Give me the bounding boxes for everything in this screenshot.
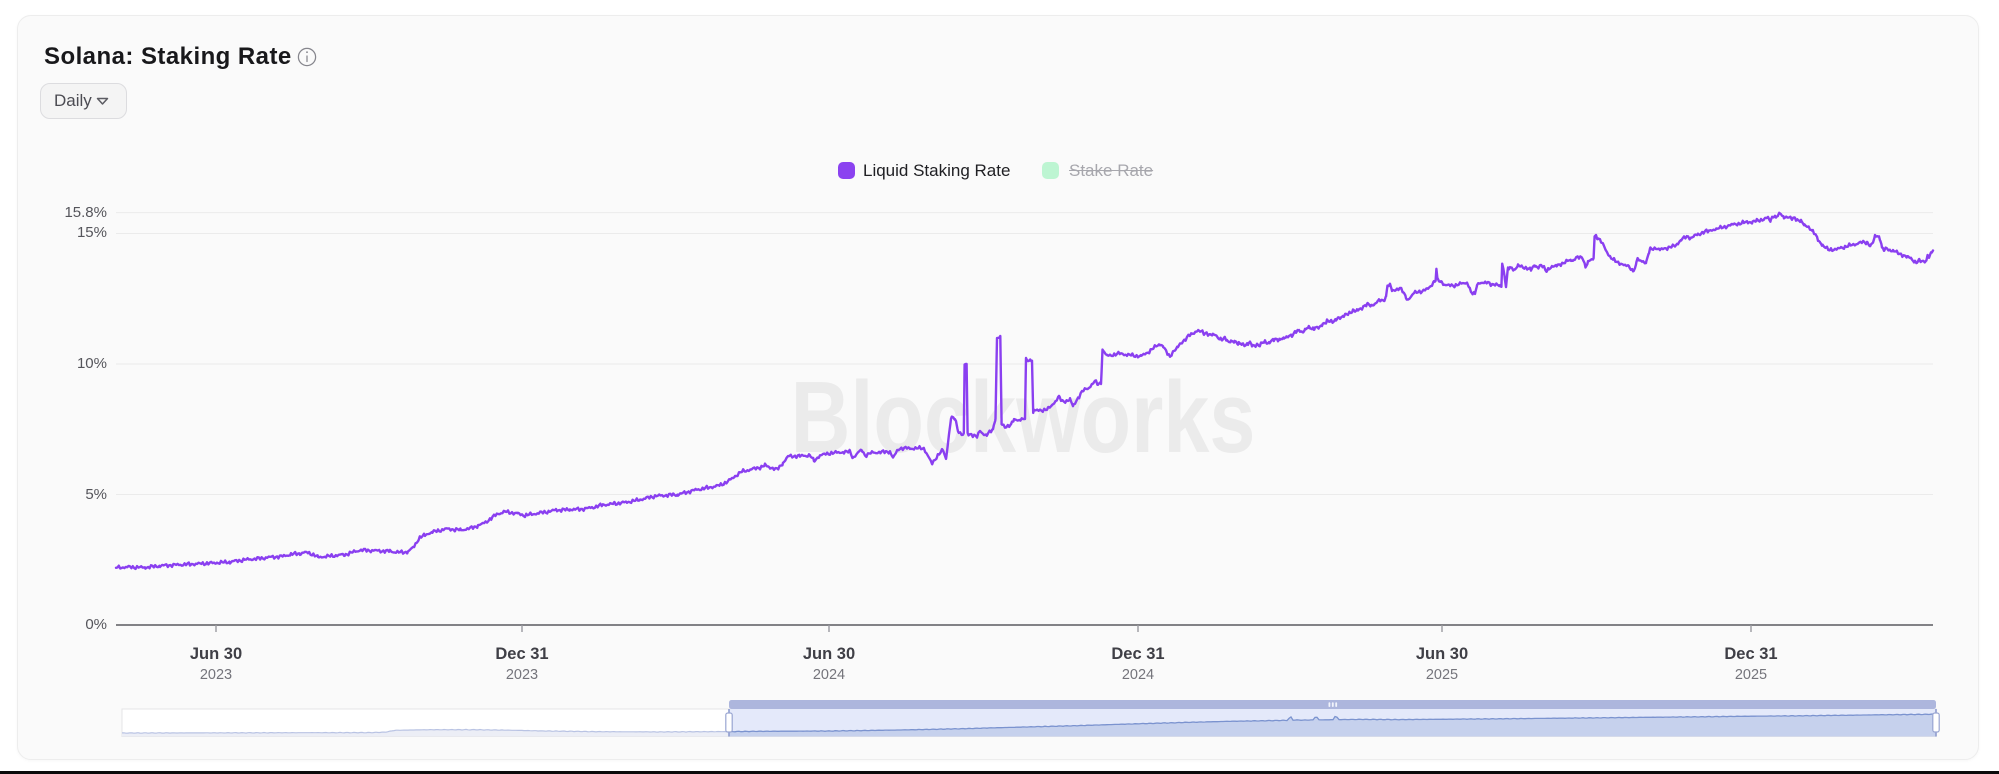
svg-text:Blockworks: Blockworks xyxy=(791,360,1256,474)
